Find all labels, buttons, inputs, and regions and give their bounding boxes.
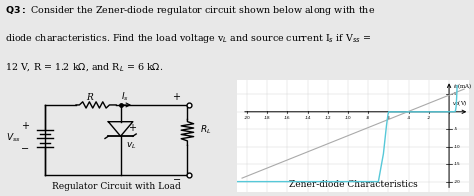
Text: -10: -10	[345, 116, 351, 120]
Text: -12: -12	[325, 116, 331, 120]
Text: $v_0$(V): $v_0$(V)	[452, 98, 467, 108]
Text: $v_L$: $v_L$	[127, 140, 137, 151]
Text: $V_{ss}$: $V_{ss}$	[6, 131, 21, 144]
Text: $i_0$(mA): $i_0$(mA)	[453, 81, 472, 91]
Text: 5: 5	[454, 92, 457, 96]
Text: -20: -20	[244, 116, 250, 120]
Text: -20: -20	[454, 180, 461, 184]
Text: -16: -16	[284, 116, 291, 120]
Text: $-$: $-$	[172, 173, 181, 183]
Text: -2: -2	[427, 116, 431, 120]
Text: 12 V, R = 1.2 k$\Omega$, and R$_L$ = 6 k$\Omega$.: 12 V, R = 1.2 k$\Omega$, and R$_L$ = 6 k…	[5, 61, 163, 73]
Text: -15: -15	[454, 162, 461, 166]
Text: $R_L$: $R_L$	[200, 123, 211, 136]
Text: diode characteristics. Find the load voltage v$_L$ and source current I$_s$ if V: diode characteristics. Find the load vol…	[5, 32, 371, 45]
Text: $I_s$: $I_s$	[121, 91, 129, 103]
Text: $-$: $-$	[20, 142, 29, 152]
Text: -8: -8	[366, 116, 370, 120]
Text: $\mathbf{Q3:}$ Consider the Zener-diode regulator circuit shown below along with: $\mathbf{Q3:}$ Consider the Zener-diode …	[5, 4, 375, 17]
Text: +: +	[128, 123, 136, 133]
Text: -4: -4	[407, 116, 410, 120]
Text: -10: -10	[454, 145, 461, 149]
Text: +: +	[172, 93, 180, 103]
Text: -18: -18	[264, 116, 271, 120]
Text: -14: -14	[304, 116, 311, 120]
Text: -5: -5	[454, 127, 458, 131]
Text: R: R	[86, 93, 93, 102]
Text: +: +	[21, 121, 29, 131]
Text: Zener-diode Characteristics: Zener-diode Characteristics	[289, 180, 418, 189]
Text: -6: -6	[386, 116, 391, 120]
Text: Regulator Circuit with Load: Regulator Circuit with Load	[52, 182, 181, 191]
